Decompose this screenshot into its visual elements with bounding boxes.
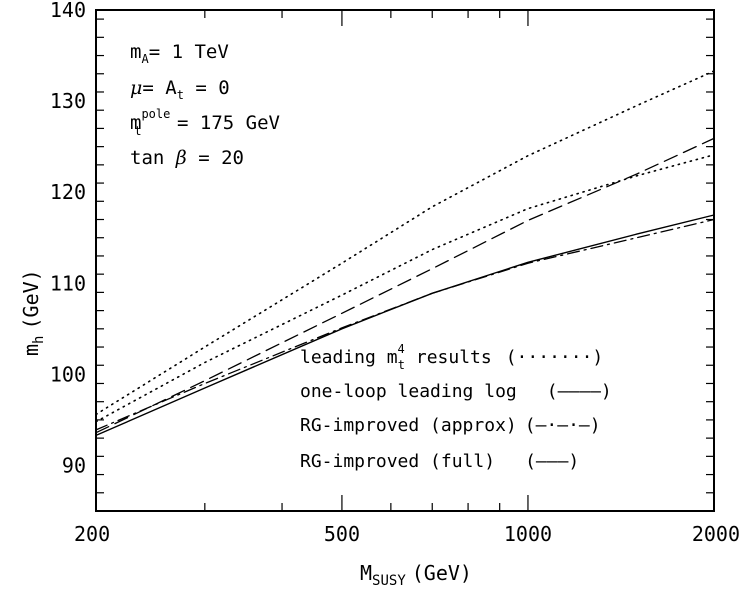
parameter-annotations: mA= 1 TeV μ= At = 0 mpole t = 175 GeV tan… (130, 41, 280, 169)
y-axis-label: mh(GeV) (19, 269, 47, 356)
legend-entry-leading: leading m4 t results (·······) (300, 342, 603, 372)
x-axis-label: MSUSY (GeV) (360, 561, 472, 589)
annotation-tan-beta: tan β = 20 (130, 147, 244, 169)
tick-labels: 90 100 110 120 130 140 200 500 1000 2000 (50, 0, 740, 546)
legend-entry-rg-approx: RG-improved (approx) (–·–·–) (300, 415, 601, 436)
x-tick-label: 200 (74, 522, 110, 546)
y-tick-label: 140 (50, 0, 86, 22)
annotation-mt-pole: mpole t = 175 GeV (130, 107, 280, 138)
x-tick-label: 500 (324, 522, 360, 546)
y-tick-label: 120 (50, 180, 86, 204)
legend-entry-one-loop: one-loop leading log (––––) (300, 381, 612, 402)
x-tick-label: 1000 (504, 522, 552, 546)
series-line-dashed (95, 137, 715, 434)
legend-entry-rg-full: RG-improved (full) (———) (300, 451, 579, 472)
y-tick-label: 90 (62, 453, 86, 477)
annotation-mu-at: μ= At = 0 (130, 77, 230, 102)
x-tick-label: 2000 (692, 522, 740, 546)
legend: leading m4 t results (·······) one-loop le… (300, 342, 612, 472)
y-tick-label: 100 (50, 362, 86, 386)
series-line-dotted-lower (95, 154, 715, 423)
annotation-ma: mA= 1 TeV (130, 41, 229, 66)
plot-frame (95, 9, 715, 512)
series-layer (95, 70, 715, 437)
series-line-solid (95, 214, 715, 437)
y-tick-label: 110 (50, 271, 86, 295)
y-tick-label: 130 (50, 89, 86, 113)
